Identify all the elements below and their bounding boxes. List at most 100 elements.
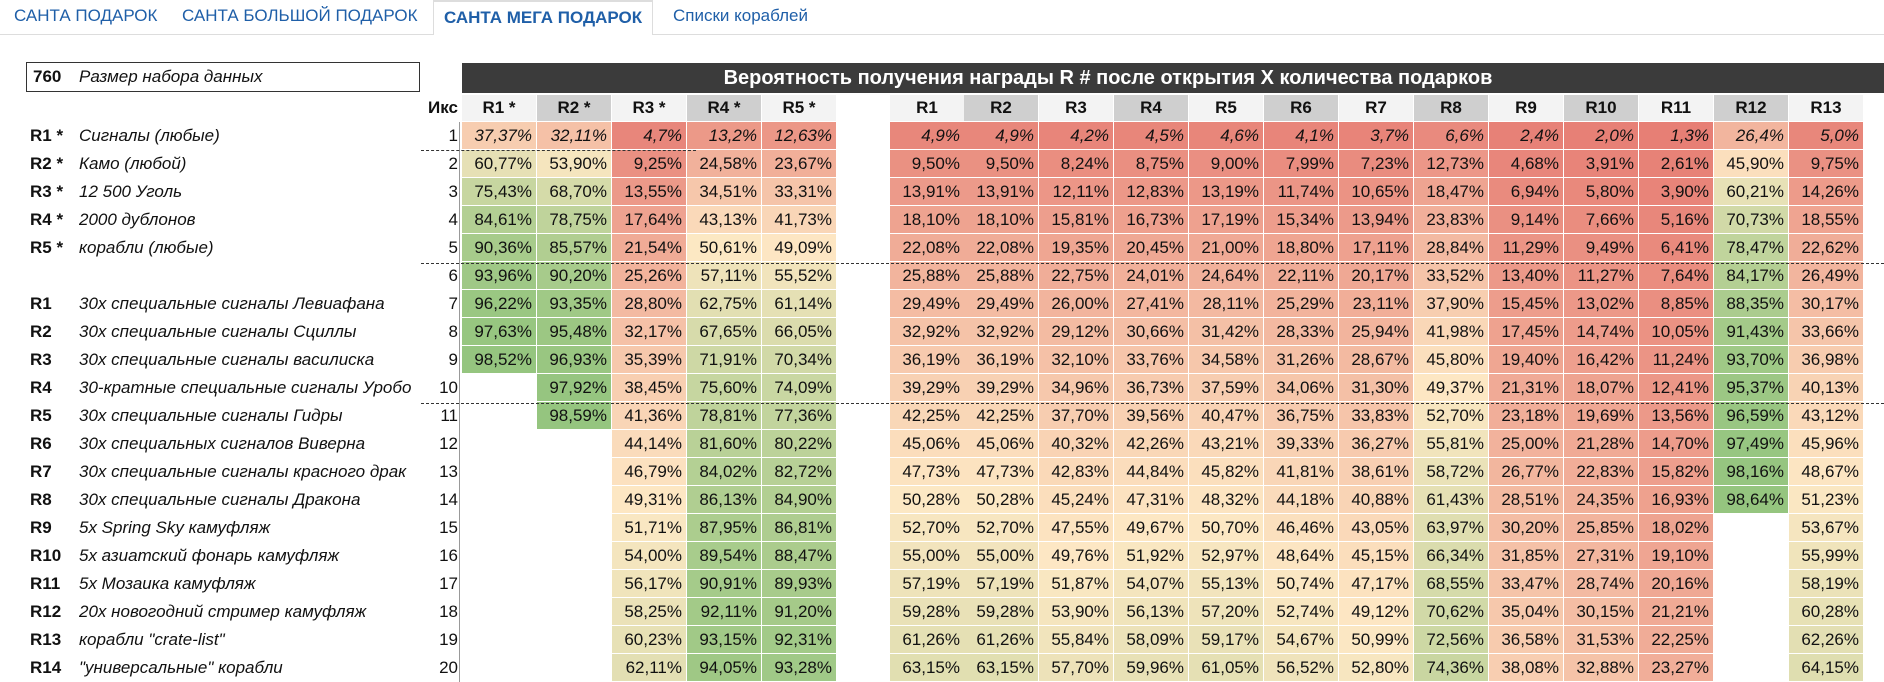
table-title-bar: Вероятность получения награды R # после … — [462, 63, 1884, 93]
legend-row: R13 корабли "crate-list" — [0, 626, 420, 654]
probability-cell: 86,81% — [762, 514, 837, 542]
probability-cell: 42,25% — [890, 402, 965, 430]
legend-code: R5 * — [30, 238, 64, 257]
probability-cell: 22,11% — [1264, 262, 1339, 290]
probability-cell: 47,55% — [1039, 514, 1114, 542]
column-header: R5 * — [762, 95, 837, 121]
probability-cell: 29,49% — [964, 290, 1039, 318]
probability-cell: 43,12% — [1789, 402, 1864, 430]
probability-cell: 88,47% — [762, 542, 837, 570]
probability-cell: 33,52% — [1414, 262, 1489, 290]
probability-cell: 25,94% — [1339, 318, 1414, 346]
probability-cell: 13,02% — [1564, 290, 1639, 318]
probability-cell: 72,56% — [1414, 626, 1489, 654]
probability-cell: 33,31% — [762, 178, 837, 206]
probability-cell: 34,96% — [1039, 374, 1114, 402]
probability-cell: 6,41% — [1639, 234, 1714, 262]
legend-code: R8 — [30, 490, 52, 509]
row-x-value: 11 — [440, 406, 458, 425]
legend-code: R5 — [30, 406, 52, 425]
legend-row: R4 30-кратные специальные сигналы Уробо — [0, 374, 420, 402]
probability-cell: 36,73% — [1114, 374, 1189, 402]
probability-cell: 27,41% — [1114, 290, 1189, 318]
probability-cell: 48,64% — [1264, 542, 1339, 570]
column-header: R10 — [1564, 95, 1639, 121]
probability-cell: 32,92% — [964, 318, 1039, 346]
probability-cell: 88,35% — [1714, 290, 1789, 318]
probability-cell: 23,18% — [1489, 402, 1564, 430]
probability-cell: 4,68% — [1489, 150, 1564, 178]
probability-cell: 3,90% — [1639, 178, 1714, 206]
legend-row: R7 30x специальные сигналы красного драк — [0, 458, 420, 486]
legend-code: R9 — [30, 518, 52, 537]
legend-row: R1 * Сигналы (любые) — [0, 122, 420, 150]
row-x-value: 14 — [439, 490, 458, 509]
legend-desc: 20x новогодний стример камуфляж — [79, 602, 367, 621]
probability-cell: 61,43% — [1414, 486, 1489, 514]
probability-cell: 59,28% — [890, 598, 965, 626]
probability-cell: 24,58% — [687, 150, 762, 178]
probability-cell: 58,25% — [612, 598, 687, 626]
probability-cell: 19,40% — [1489, 346, 1564, 374]
probability-cell: 22,62% — [1789, 234, 1864, 262]
tab-4[interactable]: Списки кораблей — [673, 6, 808, 25]
probability-cell: 4,7% — [612, 122, 687, 150]
legend-code: R1 * — [30, 126, 64, 145]
probability-cell: 55,13% — [1189, 570, 1264, 598]
probability-cell: 41,98% — [1414, 318, 1489, 346]
probability-cell: 12,63% — [762, 122, 837, 150]
legend-desc: 5x Spring Sky камуфляж — [79, 518, 271, 537]
probability-cell: 20,17% — [1339, 262, 1414, 290]
probability-cell: 44,84% — [1114, 458, 1189, 486]
probability-cell: 19,69% — [1564, 402, 1639, 430]
probability-cell: 49,76% — [1039, 542, 1114, 570]
probability-cell: 52,70% — [964, 514, 1039, 542]
probability-cell: 57,20% — [1189, 598, 1264, 626]
legend-desc: 30x специальные сигналы красного драк — [79, 462, 407, 481]
probability-cell: 22,08% — [964, 234, 1039, 262]
probability-cell: 40,32% — [1039, 430, 1114, 458]
probability-cell: 47,73% — [890, 458, 965, 486]
probability-cell: 50,99% — [1339, 626, 1414, 654]
probability-cell: 74,09% — [762, 374, 837, 402]
probability-cell: 60,77% — [462, 150, 537, 178]
probability-cell: 98,52% — [462, 346, 537, 374]
tab-1[interactable]: САНТА ПОДАРОК — [14, 6, 158, 25]
row-x-value: 15 — [439, 518, 458, 537]
probability-cell: 32,11% — [537, 122, 612, 150]
probability-cell: 68,55% — [1414, 570, 1489, 598]
probability-cell: 51,23% — [1789, 486, 1864, 514]
legend-code: R2 * — [30, 154, 64, 173]
dataset-size-box[interactable]: 760 Размер набора данных — [26, 62, 420, 92]
tab-2[interactable]: САНТА БОЛЬШОЙ ПОДАРОК — [182, 6, 418, 25]
probability-cell: 31,53% — [1564, 626, 1639, 654]
probability-cell: 26,4% — [1714, 122, 1789, 150]
probability-cell: 96,22% — [462, 290, 537, 318]
probability-cell: 97,63% — [462, 318, 537, 346]
probability-cell: 28,67% — [1339, 346, 1414, 374]
probability-cell: 45,90% — [1714, 150, 1789, 178]
probability-cell: 55,99% — [1789, 542, 1864, 570]
dataset-size-label: Размер набора данных — [79, 67, 263, 86]
legend-row: R10 5x азиатский фонарь камуфляж — [0, 542, 420, 570]
probability-cell: 22,25% — [1639, 626, 1714, 654]
row-x-value: 9 — [448, 350, 458, 369]
probability-cell: 23,67% — [762, 150, 837, 178]
probability-cell: 55,81% — [1414, 430, 1489, 458]
probability-cell: 41,73% — [762, 206, 837, 234]
probability-cell: 91,20% — [762, 598, 837, 626]
dataset-size-value[interactable]: 760 — [33, 67, 62, 86]
column-header: R4 — [1114, 95, 1189, 121]
probability-cell: 61,26% — [964, 626, 1039, 654]
probability-cell: 25,88% — [964, 262, 1039, 290]
probability-cell: 28,33% — [1264, 318, 1339, 346]
probability-cell: 46,46% — [1264, 514, 1339, 542]
probability-cell: 18,10% — [890, 206, 965, 234]
probability-cell: 27,31% — [1564, 542, 1639, 570]
probability-cell: 22,83% — [1564, 458, 1639, 486]
probability-cell: 82,72% — [762, 458, 837, 486]
probability-cell: 6,94% — [1489, 178, 1564, 206]
tab-3[interactable]: САНТА МЕГА ПОДАРОК — [433, 0, 654, 35]
legend-code: R10 — [30, 546, 62, 565]
probability-cell: 29,12% — [1039, 318, 1114, 346]
